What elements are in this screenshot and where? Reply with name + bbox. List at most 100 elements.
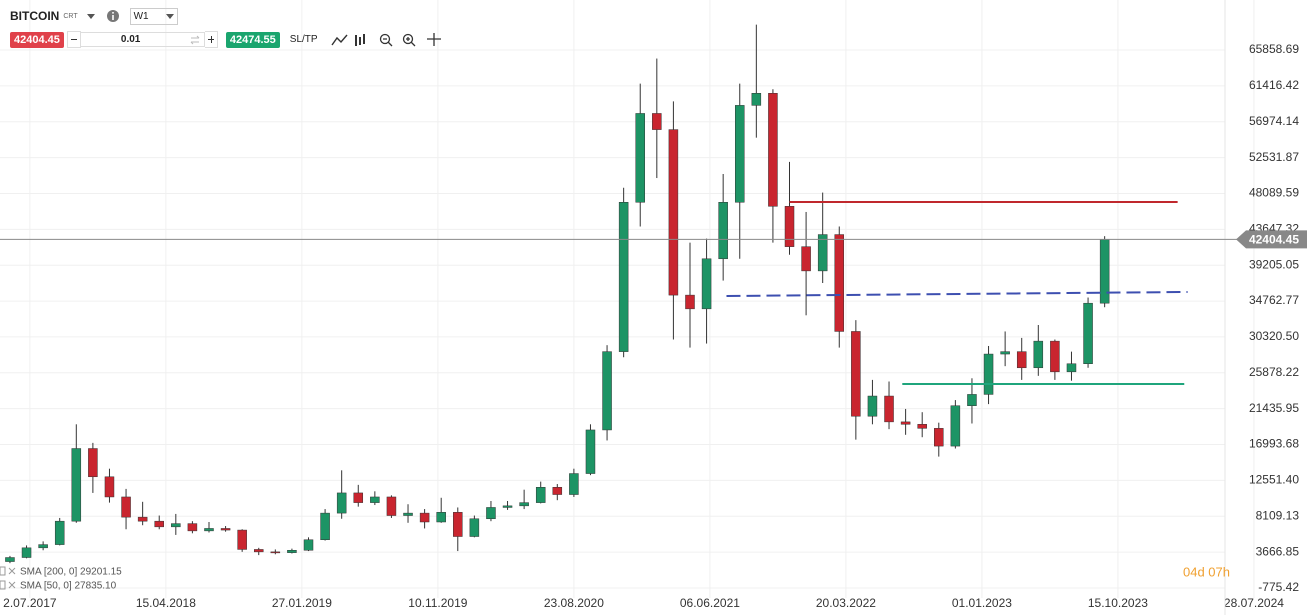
candle-body [934,428,944,447]
candle-body [768,93,778,207]
symbol-bar: BITCOIN CRT W1 [10,7,178,25]
indicator-legend: SMA [200, 0] 29201.15 [0,566,122,578]
candle-body [801,246,811,272]
indicator-close [8,581,16,589]
buy-button[interactable]: 42474.55 [225,31,280,48]
candle-body [403,512,413,516]
indicator-legend: SMA [50, 0] 27835.10 [0,580,117,592]
y-tick-label: 8109.13 [1256,508,1300,522]
symbol[interactable]: BITCOIN [10,9,60,23]
candle-body [270,551,281,554]
level-line [726,290,1188,298]
candle-body [303,539,314,551]
candle-body [486,507,496,520]
candle-body [701,258,712,310]
candle-body [187,523,198,532]
candle-body [353,492,364,503]
candle-body [137,516,148,522]
candle-body [817,234,828,272]
y-tick-label: 30320.50 [1249,329,1299,343]
y-tick-label: 61416.42 [1249,78,1299,92]
countdown: 04d 07h [1183,564,1230,579]
last-price-label: 42404.45 [1249,233,1299,247]
sltp-button[interactable]: SL/TP [289,34,318,45]
minus-button[interactable] [66,31,81,48]
x-tick-label: 15.04.2018 [136,596,196,610]
y-tick-label: 21435.95 [1249,401,1299,415]
x-tick-label: 01.01.2023 [952,596,1012,610]
candle-body [635,113,645,203]
y-tick-label: 65858.69 [1249,42,1299,56]
candle-body [419,512,430,523]
volume-input[interactable]: 0.01 [80,32,205,47]
y-tick-label: 3666.85 [1256,544,1300,558]
y-tick-label: -775.42 [1258,580,1299,594]
plus-button[interactable] [204,31,218,48]
y-tick-label: 48089.59 [1249,186,1299,200]
x-tick-label: 20.03.2022 [816,596,876,610]
interval-select[interactable]: W1 [129,7,178,25]
candle-body [469,518,480,537]
caret[interactable] [86,12,96,20]
candle-body [552,487,563,495]
x-tick-label: 10.11.2019 [408,596,467,610]
candle-body [668,129,679,296]
candle-body [436,512,446,523]
candle-body [519,502,529,507]
indicator-label: SMA [50, 0] 27835.10 [20,581,117,592]
volume: 0.01 [120,34,141,45]
candle-body [38,544,48,549]
sell-button[interactable]: 42404.45 [10,31,64,48]
y-tick-label: 56974.14 [1249,114,1299,128]
candle-body [1033,340,1044,369]
swap-icon [190,35,200,44]
info-icon[interactable] [106,9,120,23]
y-tick-label: 25878.22 [1249,365,1299,379]
candle-body [1016,351,1027,369]
candle-body [585,429,596,474]
candle-body [204,528,214,532]
candle-body [287,550,297,553]
candle-body [834,234,845,332]
candle-body [950,405,961,447]
candle-body [851,331,861,417]
indicator-close [8,567,16,575]
x-tick-label: 15.10.2023 [1088,596,1148,610]
caret [165,14,174,19]
x-tick-label: 27.01.2019 [272,596,332,610]
y-tick-label: 34762.77 [1249,293,1299,307]
candle-body [867,395,878,417]
candle-body [967,394,977,406]
candle-body [784,206,795,247]
candle-body [917,424,927,429]
x-tick-label: 28.07.2024 [1224,596,1284,610]
y-tick-label: 52531.87 [1249,150,1299,164]
candle-body [220,528,231,531]
candle-body [121,496,131,518]
candle-body [336,492,347,514]
x-tick-label: 2.07.2017 [3,596,57,610]
candle-body [569,473,579,495]
x-tick-label: 23.08.2020 [544,596,604,610]
tool-icons[interactable] [330,32,450,48]
candle-body [884,395,894,423]
candle-body [5,557,15,562]
candle-body [154,520,164,528]
candle-body [253,549,264,553]
last-price-badge [1236,230,1307,249]
candle-body [54,520,65,545]
candle-body [502,505,513,508]
y-tick-label: 12551.40 [1249,473,1299,487]
candle-body [602,351,612,431]
candle-body [320,512,330,541]
x-tick-label: 06.06.2021 [680,596,740,610]
candle-body [386,496,397,516]
candle-body [1050,340,1060,373]
candle-body [718,202,728,260]
candle-body [1066,363,1077,373]
candle-body [1083,302,1093,364]
candle-body [900,421,911,425]
candle-body [1000,351,1010,355]
